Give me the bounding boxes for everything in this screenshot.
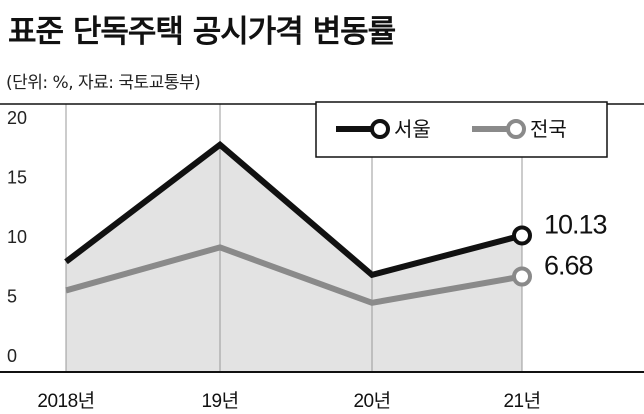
end-marker xyxy=(512,266,532,287)
chart-subtitle: (단위: %, 자료: 국토교통부) xyxy=(6,73,201,93)
series-line-서울 xyxy=(64,140,523,279)
seoul-area-fill xyxy=(66,144,522,372)
legend-item: 전국 xyxy=(472,117,567,141)
x-tick-label: 2018년 xyxy=(37,390,94,412)
legend-items: 서울 전국 xyxy=(336,117,567,141)
legend-label: 전국 xyxy=(530,117,567,141)
legend-item: 서울 xyxy=(336,117,431,141)
series-lines xyxy=(64,140,523,306)
x-axis-ticks: 2018년 19년 20년 21년 xyxy=(37,390,541,412)
y-tick-label: 5 xyxy=(7,287,17,307)
series-line-전국 xyxy=(65,244,523,306)
end-markers xyxy=(512,225,532,287)
data-label: 10.13 xyxy=(544,209,607,239)
data-labels: 10.13 6.68 xyxy=(544,209,608,281)
y-axis-ticks: 0 5 10 15 20 xyxy=(7,108,27,366)
y-tick-label: 10 xyxy=(7,227,27,247)
y-tick-label: 15 xyxy=(7,168,27,188)
x-tick-label: 21년 xyxy=(503,390,540,412)
data-label: 6.68 xyxy=(544,251,593,281)
x-tick-label: 19년 xyxy=(201,390,238,412)
legend-marker xyxy=(370,119,390,139)
legend-label: 서울 xyxy=(394,117,431,141)
end-marker xyxy=(512,225,532,246)
legend-marker xyxy=(506,119,526,139)
legend-box xyxy=(315,101,608,158)
x-tick-label: 20년 xyxy=(353,390,390,412)
y-tick-label: 20 xyxy=(7,108,27,128)
y-tick-label: 0 xyxy=(7,346,17,366)
legend: 서울 전국 xyxy=(315,101,608,158)
chart-title: 표준 단독주택 공시가격 변동률 xyxy=(8,14,396,50)
